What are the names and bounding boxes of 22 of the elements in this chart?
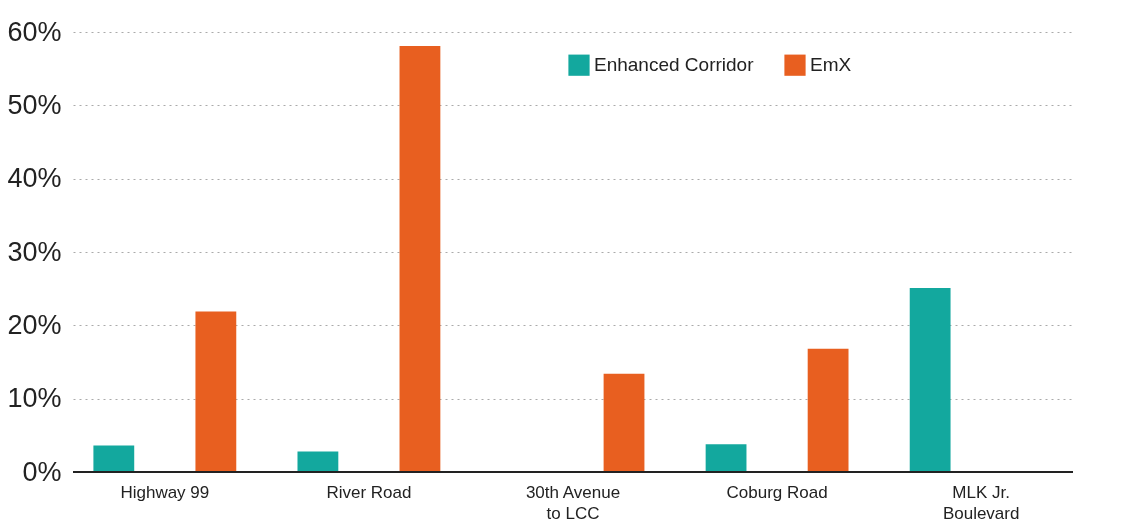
- bar: [195, 311, 237, 472]
- y-tick-label: 30%: [7, 236, 62, 267]
- y-tick-label: 40%: [7, 163, 62, 194]
- bar: [807, 348, 849, 472]
- bar: [705, 444, 747, 472]
- bar: [297, 451, 339, 472]
- y-tick-label: 20%: [7, 309, 62, 340]
- bar: [603, 373, 645, 472]
- x-tick-label: Coburg Road: [726, 482, 828, 502]
- x-tick-label: Highway 99: [120, 482, 210, 502]
- bar: [399, 45, 441, 472]
- y-tick-label: 0%: [22, 456, 62, 487]
- legend-label: Enhanced Corridor: [594, 54, 755, 76]
- bar: [909, 287, 951, 472]
- bar: [93, 445, 135, 472]
- y-tick-label: 10%: [7, 383, 62, 414]
- x-tick-label: 30th Avenue to LCC: [525, 482, 621, 523]
- x-tick-label: MLK Jr. Boulevard: [942, 482, 1020, 523]
- legend-label: EmX: [810, 54, 852, 76]
- y-tick-label: 50%: [7, 89, 62, 120]
- y-tick-label: 60%: [7, 16, 62, 47]
- x-tick-label: River Road: [326, 482, 412, 502]
